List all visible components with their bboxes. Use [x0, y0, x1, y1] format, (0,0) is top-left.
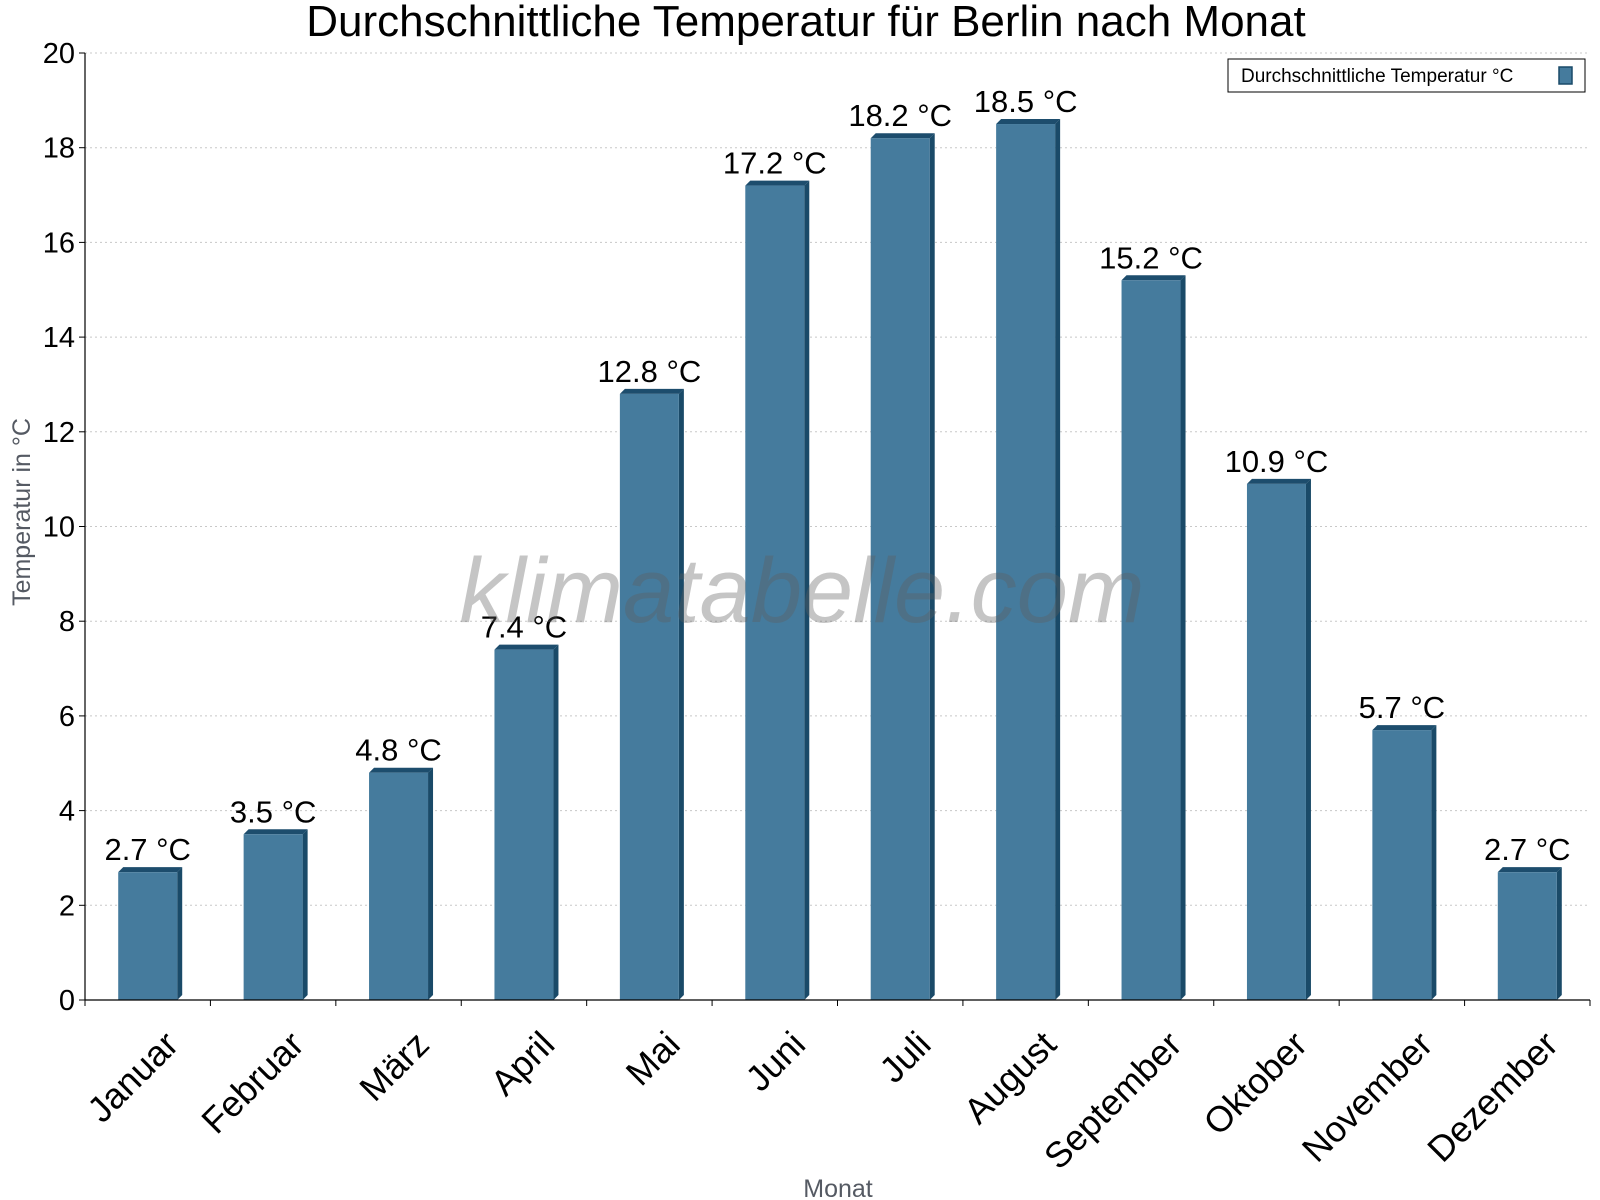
data-label: 4.8 °C	[355, 733, 442, 768]
y-tick-label: 20	[43, 38, 75, 70]
data-label: 12.8 °C	[598, 354, 702, 389]
bar	[1121, 280, 1181, 1000]
bar-top	[1121, 275, 1186, 281]
bar-side	[678, 388, 684, 1000]
chart-title: Durchschnittliche Temperatur für Berlin …	[306, 0, 1305, 46]
bar-top	[619, 388, 684, 394]
bar	[619, 393, 679, 1000]
bar-side	[553, 644, 559, 1000]
bar-side	[1305, 478, 1311, 1000]
y-tick-label: 4	[59, 796, 75, 828]
y-tick-label: 16	[43, 227, 75, 259]
bar	[369, 772, 429, 1000]
data-label: 2.7 °C	[104, 832, 191, 867]
y-tick-label: 2	[59, 890, 75, 922]
y-tick-label: 8	[59, 606, 75, 638]
data-label: 15.2 °C	[1099, 240, 1203, 275]
watermark-text: klimatabelle.com	[459, 540, 1144, 642]
legend-swatch	[1558, 66, 1573, 85]
bar-top	[1372, 725, 1437, 731]
bar-side	[1431, 725, 1437, 1000]
legend-label: Durchschnittliche Temperatur °C	[1241, 66, 1513, 87]
y-tick-label: 6	[59, 701, 75, 733]
y-tick-label: 14	[43, 322, 75, 354]
bar-side	[804, 180, 810, 1000]
y-tick-label: 12	[43, 417, 75, 449]
bar-side	[177, 867, 183, 1000]
bar-top	[369, 767, 434, 773]
bar-side	[302, 829, 308, 1000]
bar	[996, 124, 1056, 1000]
bar	[1372, 730, 1432, 1000]
bar-side	[929, 133, 935, 1001]
data-label: 17.2 °C	[723, 146, 827, 181]
bar-top	[996, 119, 1061, 125]
bar-top	[745, 180, 810, 186]
bar	[243, 834, 303, 1000]
bar-top	[1497, 867, 1562, 873]
bar-side	[1180, 275, 1186, 1000]
bar-side	[1556, 867, 1562, 1000]
data-label: 10.9 °C	[1225, 444, 1329, 479]
data-label: 2.7 °C	[1484, 832, 1571, 867]
bar	[1246, 483, 1306, 1000]
bar-top	[494, 644, 559, 650]
bar-top	[1246, 478, 1311, 484]
y-tick-label: 0	[59, 985, 75, 1017]
bar-top	[118, 867, 183, 873]
grid-lines	[85, 52, 1590, 906]
y-tick-label: 18	[43, 133, 75, 165]
data-label: 5.7 °C	[1359, 690, 1446, 725]
data-label: 18.2 °C	[848, 98, 952, 133]
bar	[870, 138, 930, 1001]
bar-side	[428, 767, 434, 1000]
bar-top	[243, 829, 308, 835]
data-label: 3.5 °C	[230, 794, 317, 829]
bar	[494, 649, 554, 1000]
bar	[1497, 872, 1557, 1000]
data-label: 7.4 °C	[481, 610, 568, 645]
y-tick-label: 10	[43, 512, 75, 544]
bar-side	[1055, 119, 1061, 1000]
bar-top	[870, 133, 935, 139]
bar	[745, 185, 805, 1000]
legend: Durchschnittliche Temperatur °C	[1227, 58, 1586, 93]
bar	[118, 872, 178, 1000]
legend-box	[1227, 58, 1586, 93]
x-axis-title: Monat	[803, 1175, 873, 1200]
y-axis-title: Temperatur in °C	[8, 418, 36, 606]
data-labels: 2.7 °C 3.5 °C 4.8 °C 7.4 °C 12.8 °C 17.2 °C 18…	[104, 84, 1570, 867]
data-label: 18.5 °C	[974, 84, 1078, 119]
bars	[118, 119, 1562, 1001]
